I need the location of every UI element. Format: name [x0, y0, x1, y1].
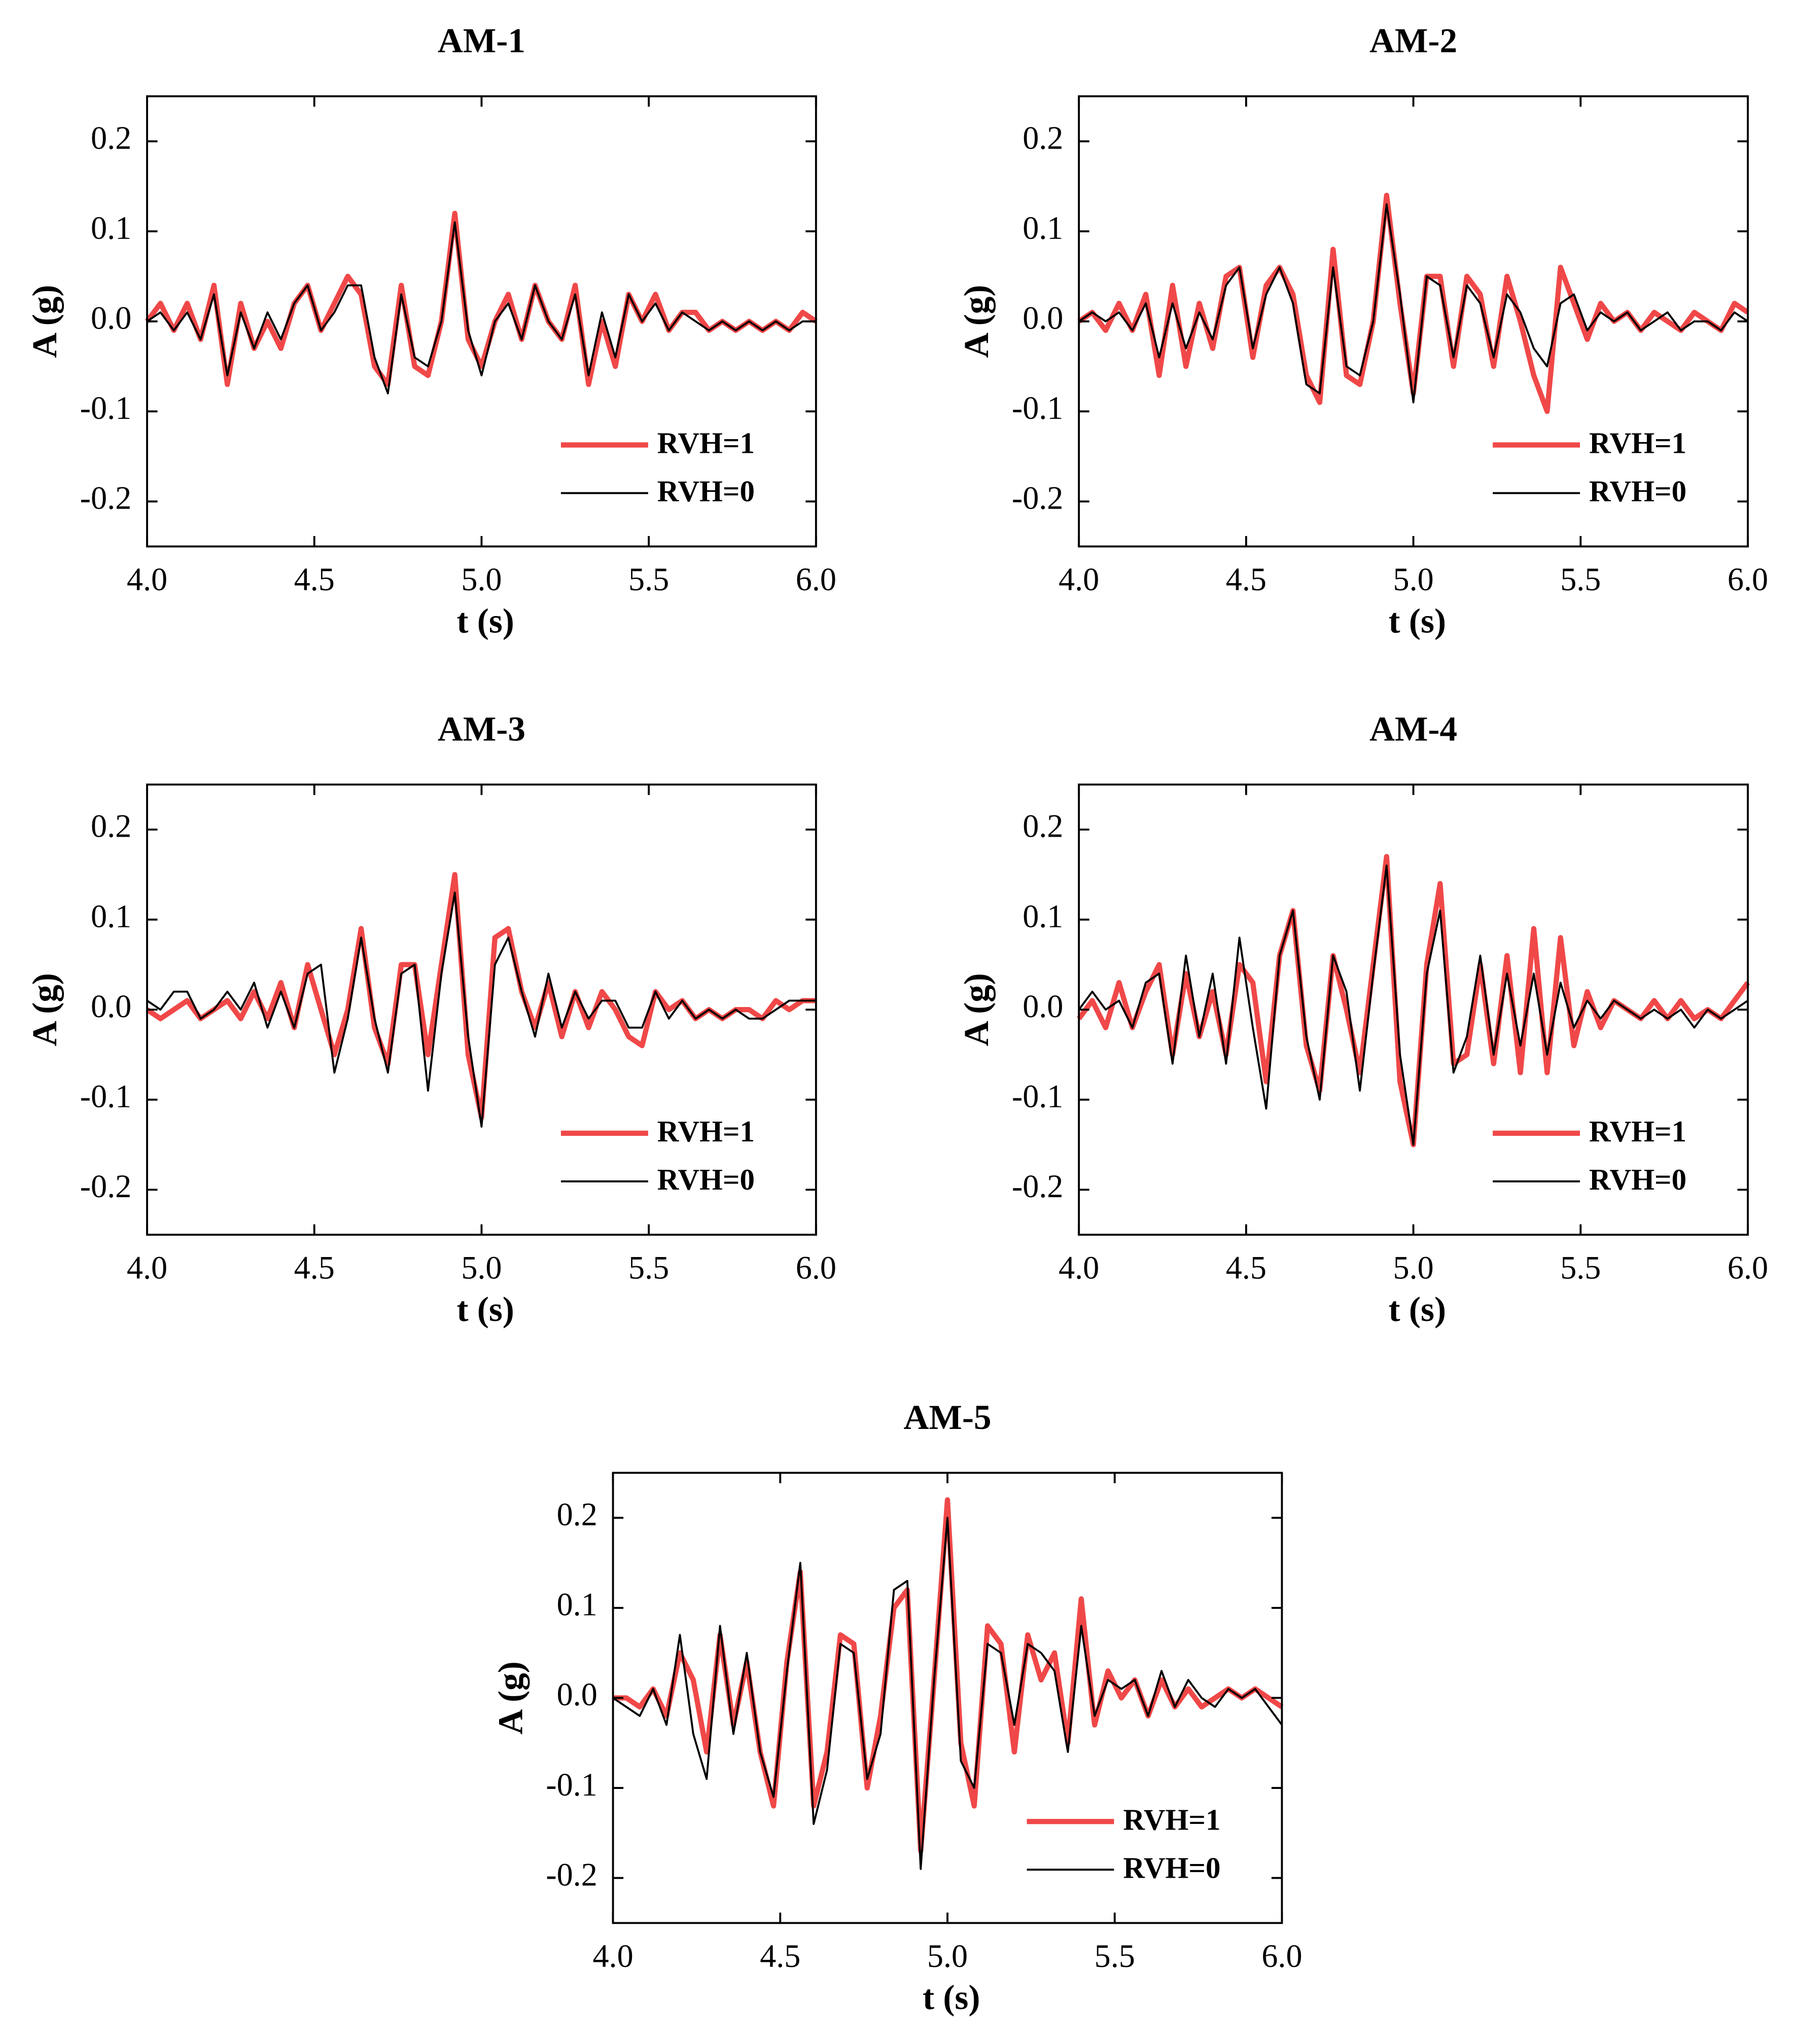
legend-label: RVH=1	[657, 426, 755, 460]
x-tick-label: 4.0	[127, 561, 167, 597]
chart-title: AM-2	[1369, 21, 1457, 60]
x-tick-label: 6.0	[1728, 1250, 1768, 1286]
x-tick-label: 5.5	[1095, 1938, 1135, 1974]
series-line	[145, 210, 818, 387]
x-tick-label: 4.0	[592, 1938, 633, 1974]
legend-label: RVH=0	[1589, 475, 1686, 508]
y-tick-label: -0.2	[546, 1856, 597, 1892]
x-axis-label: t (s)	[1389, 1289, 1446, 1329]
y-axis-label: A (g)	[957, 285, 996, 358]
y-tick-label: -0.2	[80, 1168, 132, 1204]
y-axis-label: A (g)	[25, 973, 64, 1046]
chart-title: AM-1	[438, 21, 525, 60]
chart-panel: AM-5 4.0 4.5 5.0 5.5 6.0 -0.2 -0.1 0.0 0.1 0.2 t (s…	[490, 1397, 1302, 2017]
legend-label: RVH=1	[1589, 426, 1686, 460]
x-tick-label: 5.5	[628, 561, 669, 597]
chart-title: AM-5	[903, 1397, 991, 1437]
y-tick-label: 0.2	[91, 808, 131, 844]
x-tick-label: 5.0	[461, 561, 502, 597]
x-tick-label: 5.0	[461, 1250, 502, 1286]
legend-label: RVH=0	[657, 475, 755, 508]
x-tick-label: 5.5	[628, 1250, 669, 1286]
x-axis-label: t (s)	[1389, 601, 1446, 640]
chart-title: AM-4	[1369, 709, 1457, 748]
x-tick-label: 4.5	[294, 561, 335, 597]
y-tick-label: 0.2	[1023, 120, 1063, 156]
y-tick-label: -0.1	[1012, 390, 1064, 426]
y-tick-label: -0.2	[1012, 1168, 1064, 1204]
legend-label: RVH=0	[657, 1163, 755, 1196]
y-tick-label: 0.0	[1023, 988, 1063, 1024]
y-tick-label: 0.0	[557, 1676, 597, 1712]
legend-label: RVH=0	[1589, 1163, 1686, 1196]
x-tick-label: 6.0	[1261, 1938, 1302, 1974]
legend-label: RVH=1	[1123, 1803, 1220, 1836]
x-axis-label: t (s)	[456, 601, 514, 640]
y-tick-label: 0.2	[1023, 808, 1063, 844]
x-tick-label: 5.0	[1393, 561, 1434, 597]
chart-panel: AM-1 4.0 4.5 5.0 5.5 6.0 -0.2 -0.1 0.0 0.1 0.2 t (s…	[25, 21, 836, 640]
series-line	[612, 1517, 1283, 1870]
x-tick-label: 5.5	[1560, 561, 1601, 597]
x-axis-label: t (s)	[923, 1978, 980, 2017]
chart-panel: AM-3 4.0 4.5 5.0 5.5 6.0 -0.2 -0.1 0.0 0.1 0.2 t (s…	[25, 709, 836, 1328]
x-tick-label: 4.5	[294, 1250, 335, 1286]
x-tick-label: 5.5	[1560, 1250, 1601, 1286]
y-tick-label: -0.1	[80, 1078, 132, 1114]
series-line	[146, 221, 816, 395]
x-tick-label: 4.5	[1226, 1250, 1266, 1286]
y-tick-label: 0.1	[91, 898, 131, 934]
y-tick-label: 0.0	[91, 300, 131, 336]
chart-panel: AM-4 4.0 4.5 5.0 5.5 6.0 -0.2 -0.1 0.0 0.1 0.2 t (s…	[957, 709, 1768, 1328]
chart-panel: AM-2 4.0 4.5 5.0 5.5 6.0 -0.2 -0.1 0.0 0.1 0.2 t (s…	[957, 21, 1768, 640]
y-tick-label: -0.2	[1012, 480, 1064, 516]
series-line	[1078, 865, 1749, 1146]
x-tick-label: 6.0	[796, 561, 836, 597]
series-line	[1078, 203, 1749, 404]
x-tick-label: 6.0	[1728, 561, 1768, 597]
x-tick-label: 5.0	[1393, 1250, 1434, 1286]
x-tick-label: 4.5	[760, 1938, 800, 1974]
x-axis-label: t (s)	[456, 1289, 514, 1329]
y-tick-label: 0.1	[1023, 210, 1063, 246]
y-tick-label: 0.2	[91, 120, 131, 156]
legend-label: RVH=1	[657, 1115, 755, 1148]
y-tick-label: -0.1	[546, 1767, 597, 1803]
x-tick-label: 6.0	[796, 1250, 836, 1286]
x-tick-label: 4.5	[1226, 561, 1266, 597]
y-tick-label: 0.1	[91, 210, 131, 246]
y-tick-label: -0.2	[80, 480, 132, 516]
y-axis-label: A (g)	[490, 1661, 530, 1734]
x-tick-label: 4.0	[127, 1250, 167, 1286]
x-tick-label: 5.0	[927, 1938, 968, 1974]
legend-label: RVH=0	[1123, 1851, 1220, 1884]
legend-label: RVH=1	[1589, 1115, 1686, 1148]
y-tick-label: -0.1	[80, 390, 132, 426]
series-line	[146, 891, 816, 1128]
y-tick-label: 0.1	[557, 1587, 597, 1623]
y-axis-label: A (g)	[25, 285, 64, 358]
y-axis-label: A (g)	[957, 973, 996, 1046]
y-tick-label: 0.0	[91, 988, 131, 1024]
chart-title: AM-3	[438, 709, 525, 748]
y-tick-label: 0.0	[1023, 300, 1063, 336]
x-tick-label: 4.0	[1059, 561, 1099, 597]
x-tick-label: 4.0	[1059, 1250, 1099, 1286]
y-tick-label: 0.1	[1023, 898, 1063, 934]
y-tick-label: 0.2	[557, 1496, 597, 1532]
y-tick-label: -0.1	[1012, 1078, 1064, 1114]
